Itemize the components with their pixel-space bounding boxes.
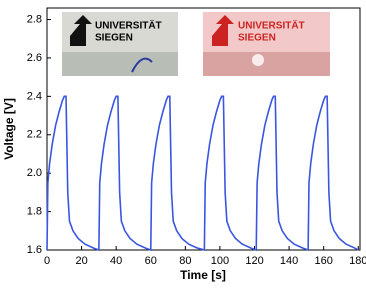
- x-tick-label: 180: [349, 255, 366, 267]
- x-tick-label: 80: [179, 255, 191, 267]
- x-tick-label: 160: [315, 255, 333, 267]
- y-tick-label: 2.6: [27, 52, 42, 64]
- data-line: [46, 95, 359, 252]
- x-tick-label: 0: [44, 255, 50, 267]
- inset-photo-on: UNIVERSITÄT SIEGEN: [203, 12, 330, 76]
- x-tick-label: 100: [211, 255, 229, 267]
- y-tick-label: 2.4: [27, 90, 42, 102]
- x-axis-label: Time [s]: [180, 268, 226, 282]
- y-tick-label: 1.8: [27, 205, 42, 217]
- x-tick-label: 60: [145, 255, 157, 267]
- inset-text: SIEGEN: [238, 33, 276, 44]
- y-tick-label: 2.2: [27, 129, 42, 141]
- y-tick-label: 1.6: [27, 244, 42, 256]
- y-tick-label: 2.8: [27, 13, 42, 25]
- inset-photo-off: UNIVERSITÄT SIEGEN: [62, 12, 178, 76]
- inset-text: SIEGEN: [95, 33, 133, 44]
- x-tick-label: 140: [280, 255, 298, 267]
- x-tick-label: 20: [75, 255, 87, 267]
- x-tick-label: 120: [245, 255, 263, 267]
- inset-text: UNIVERSITÄT: [238, 19, 305, 32]
- inset-text: UNIVERSITÄT: [95, 19, 162, 32]
- x-tick-label: 40: [110, 255, 122, 267]
- y-tick-label: 2.0: [27, 167, 42, 179]
- y-axis-label: Voltage [V]: [2, 98, 16, 160]
